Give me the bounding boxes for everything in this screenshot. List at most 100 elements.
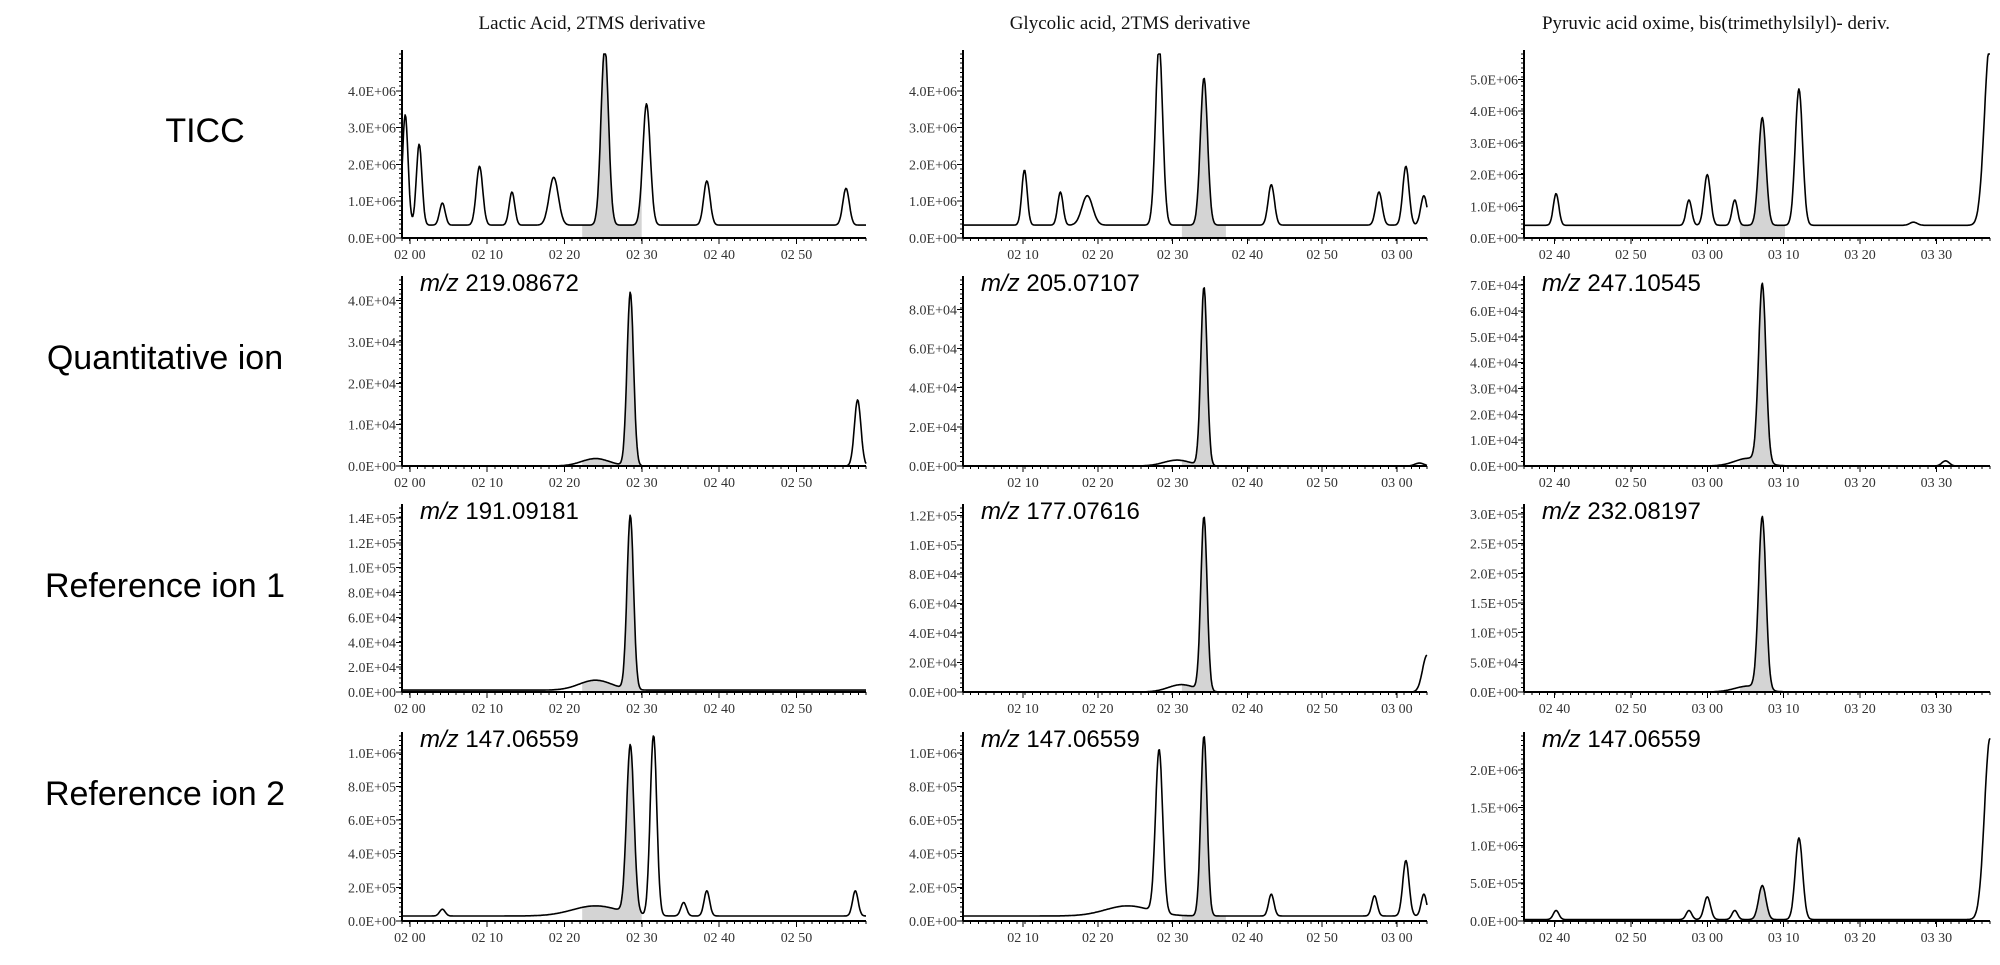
mz-label: m/z 247.10545	[1542, 270, 1701, 297]
row-labels: TICC Quantitative ion Reference ion 1 Refer…	[45, 112, 285, 813]
peak-integration-area	[582, 744, 642, 921]
y-tick-label: 1.4E+05	[348, 512, 396, 527]
panel-r2-c2: 0.0E+00 2.0E+04 4.0E+04 6.0E+04 8.0E+04 02 10…	[909, 270, 1428, 491]
peak-integration-area	[582, 292, 642, 466]
x-tick-label: 02 10	[1007, 931, 1039, 946]
x-tick-label: 03 00	[1692, 931, 1724, 946]
panel-r3-c2: 0.0E+00 2.0E+04 4.0E+04 6.0E+04 8.0E+04 1.0E+…	[909, 498, 1428, 717]
y-tick-label: 4.0E+05	[348, 848, 396, 863]
x-tick-label: 03 10	[1768, 248, 1800, 263]
x-tick-label: 02 40	[1232, 248, 1264, 263]
x-tick-label: 02 20	[1082, 248, 1114, 263]
panel-r1-c3: 0.0E+00 1.0E+06 2.0E+06 3.0E+06 4.0E+06 5.0E+…	[1470, 50, 1991, 263]
peak-integration-area	[1181, 78, 1226, 238]
mz-label: m/z 147.06559	[981, 726, 1140, 753]
x-tick-label: 02 00	[394, 248, 426, 263]
x-tick-label: 02 40	[1539, 931, 1571, 946]
x-tick-label: 03 00	[1381, 476, 1413, 491]
panel-r4-c3: 0.0E+00 5.0E+05 1.0E+06 1.5E+06 2.0E+06 02 40…	[1470, 726, 1991, 946]
x-tick-label: 02 20	[1082, 702, 1114, 717]
chromatogram-trace	[963, 736, 1428, 917]
y-tick-label: 4.0E+06	[909, 85, 957, 100]
x-tick-label: 02 30	[626, 476, 658, 491]
x-tick-label: 03 10	[1768, 476, 1800, 491]
peak-integration-area	[582, 515, 642, 692]
y-tick-label: 0.0E+00	[909, 915, 957, 930]
x-tick-label: 02 00	[394, 702, 426, 717]
x-tick-label: 03 00	[1381, 931, 1413, 946]
x-tick-label: 02 50	[1615, 248, 1647, 263]
y-tick-label: 1.0E+06	[348, 195, 396, 210]
mz-value: 232.08197	[1581, 498, 1701, 525]
y-tick-label: 5.0E+04	[1470, 656, 1518, 671]
x-tick-label: 02 10	[471, 476, 503, 491]
x-tick-label: 03 20	[1844, 248, 1876, 263]
y-tick-label: 0.0E+00	[909, 460, 957, 475]
x-tick-label: 02 20	[549, 702, 581, 717]
y-tick-label: 3.0E+06	[1470, 137, 1518, 152]
panel-r1-c1: 0.0E+00 1.0E+06 2.0E+06 3.0E+06 4.0E+06 02 00…	[348, 50, 867, 263]
x-tick-label: 03 00	[1692, 476, 1724, 491]
y-tick-label: 4.0E+04	[909, 627, 957, 642]
x-tick-label: 02 50	[781, 248, 813, 263]
x-tick-label: 03 00	[1381, 702, 1413, 717]
x-tick-label: 03 30	[1921, 248, 1953, 263]
y-tick-label: 2.0E+06	[909, 158, 957, 173]
mz-label: m/z 147.06559	[420, 726, 579, 753]
y-tick-label: 0.0E+00	[348, 460, 396, 475]
y-tick-label: 3.0E+04	[348, 336, 396, 351]
y-tick-label: 0.0E+00	[909, 686, 957, 701]
y-tick-label: 1.0E+04	[348, 419, 396, 434]
y-tick-label: 2.0E+04	[1470, 408, 1518, 423]
y-tick-label: 0.0E+00	[1470, 460, 1518, 475]
x-tick-label: 02 30	[626, 931, 658, 946]
y-tick-label: 0.0E+00	[1470, 915, 1518, 930]
y-tick-label: 6.0E+04	[909, 343, 957, 358]
x-tick-label: 02 10	[471, 248, 503, 263]
x-tick-label: 03 10	[1768, 702, 1800, 717]
panel-r1-c2: 0.0E+00 1.0E+06 2.0E+06 3.0E+06 4.0E+06 02 10…	[909, 50, 1428, 263]
y-tick-label: 6.0E+05	[909, 814, 957, 829]
x-tick-label: 02 30	[1157, 248, 1189, 263]
y-tick-label: 3.0E+04	[1470, 383, 1518, 398]
y-tick-label: 5.0E+04	[1470, 331, 1518, 346]
peak-integration-area	[1739, 283, 1785, 466]
y-tick-label: 2.0E+04	[348, 661, 396, 676]
y-tick-label: 2.0E+06	[1470, 764, 1518, 779]
y-tick-label: 2.0E+04	[348, 377, 396, 392]
y-tick-label: 4.0E+06	[348, 85, 396, 100]
peak-integration-area	[1181, 736, 1226, 921]
x-tick-label: 02 20	[1082, 931, 1114, 946]
row-label-2: Quantitative ion	[47, 339, 283, 377]
column-title-3: Pyruvic acid oxime, bis(trimethylsilyl)-…	[1542, 13, 1890, 34]
y-tick-label: 1.0E+06	[909, 195, 957, 210]
x-tick-label: 02 40	[1232, 702, 1264, 717]
y-tick-label: 2.0E+05	[1470, 567, 1518, 582]
y-tick-label: 4.0E+04	[348, 636, 396, 651]
y-tick-label: 1.5E+05	[1470, 597, 1518, 612]
x-tick-label: 03 20	[1844, 702, 1876, 717]
mz-label: m/z 147.06559	[1542, 726, 1701, 753]
y-tick-label: 1.0E+05	[348, 562, 396, 577]
y-tick-label: 1.0E+06	[1470, 200, 1518, 215]
x-tick-label: 02 40	[1539, 702, 1571, 717]
y-tick-label: 8.0E+04	[909, 568, 957, 583]
y-tick-label: 2.0E+04	[909, 657, 957, 672]
x-tick-label: 03 00	[1381, 248, 1413, 263]
chart-panels: 0.0E+00 1.0E+06 2.0E+06 3.0E+06 4.0E+06 02 00…	[348, 50, 1991, 946]
mz-label: m/z 191.09181	[420, 498, 579, 525]
column-title-1: Lactic Acid, 2TMS derivative	[479, 13, 706, 34]
column-title-2: Glycolic acid, 2TMS derivative	[1010, 13, 1251, 34]
panel-r2-c1: 0.0E+00 1.0E+04 2.0E+04 3.0E+04 4.0E+04 02 00…	[348, 270, 867, 491]
panel-r3-c3: 0.0E+00 5.0E+04 1.0E+05 1.5E+05 2.0E+05 2.5E+…	[1470, 498, 1991, 717]
row-label-3: Reference ion 1	[45, 567, 285, 605]
y-tick-label: 8.0E+05	[348, 780, 396, 795]
y-tick-label: 0.0E+00	[348, 686, 396, 701]
mz-value: 177.07616	[1020, 498, 1140, 525]
x-tick-label: 02 30	[1157, 476, 1189, 491]
x-tick-label: 03 00	[1692, 248, 1724, 263]
panel-r3-c1: 0.0E+00 2.0E+04 4.0E+04 6.0E+04 8.0E+04 1.0E+…	[348, 498, 867, 717]
x-tick-label: 02 50	[1615, 702, 1647, 717]
peak-integration-area	[1181, 287, 1226, 466]
y-tick-label: 8.0E+05	[909, 780, 957, 795]
